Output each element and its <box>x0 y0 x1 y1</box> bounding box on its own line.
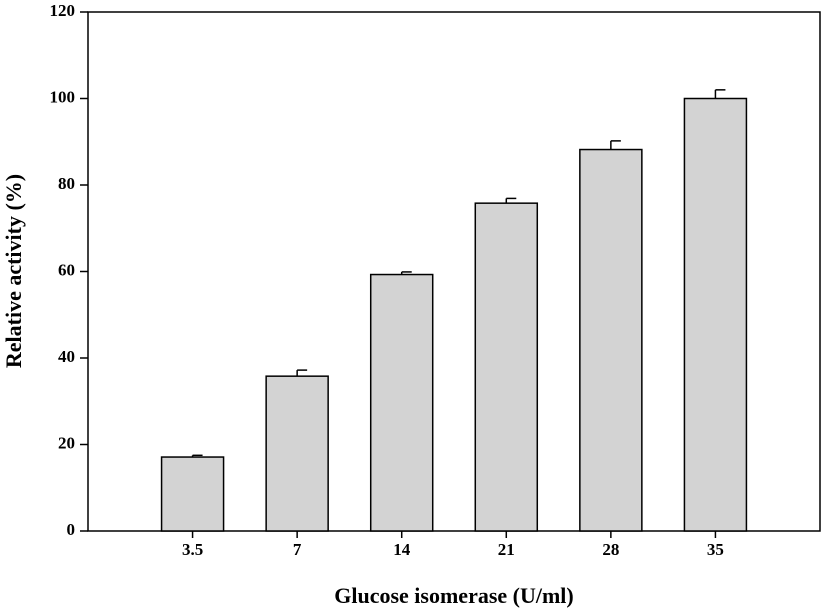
x-tick-label: 14 <box>393 540 411 559</box>
bar <box>265 375 329 532</box>
y-axis-title: Relative activity (%) <box>1 174 26 368</box>
bar <box>683 97 748 532</box>
bar <box>160 456 225 532</box>
y-tick-label: 20 <box>58 433 75 452</box>
x-tick-label: 7 <box>293 540 302 559</box>
bar <box>369 273 434 532</box>
y-tick-label: 40 <box>58 347 75 366</box>
y-tick-label: 120 <box>50 1 76 20</box>
error-bar <box>191 454 203 458</box>
error-bar <box>505 197 517 204</box>
x-tick-label: 28 <box>602 540 619 559</box>
x-axis-title: Glucose isomerase (U/ml) <box>334 583 574 608</box>
y-tick-label: 100 <box>50 87 76 106</box>
y-tick-label: 60 <box>58 260 75 279</box>
error-bar <box>400 271 412 275</box>
bar <box>474 202 539 532</box>
x-tick-label: 35 <box>707 540 724 559</box>
y-tick-label: 80 <box>58 174 75 193</box>
x-tick-label: 21 <box>498 540 515 559</box>
error-bar <box>610 140 621 150</box>
bar <box>579 148 643 532</box>
error-bar <box>296 369 308 377</box>
x-tick-label: 3.5 <box>182 540 203 559</box>
y-tick-label: 0 <box>67 520 76 539</box>
error-bar <box>714 89 726 99</box>
